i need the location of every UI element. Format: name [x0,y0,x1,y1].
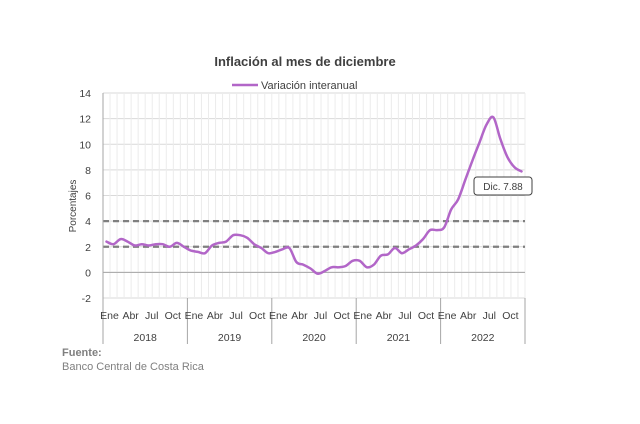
x-tick-label: Oct [249,310,265,322]
x-tick-label: Jul [145,310,158,322]
x-tick-label: Ene [269,310,288,322]
y-tick-label: 4 [85,216,91,228]
y-tick-label: 8 [85,165,91,177]
y-tick-labels: -2 0 2 4 6 8 10 12 14 [79,88,91,305]
y-tick-label: -2 [82,293,91,305]
x-tick-label: Jul [314,310,327,322]
x-tick-labels: Ene Abr Jul Oct Ene Abr Jul Oct Ene Abr Jul Oct Ene A… [100,310,518,322]
x-tick-label: Oct [165,310,181,322]
legend: Variación interanual [232,80,357,92]
year-labels: 2018 2019 2020 2021 2022 [134,332,495,344]
x-tick-label: Abr [122,310,139,322]
source-text: Banco Central de Costa Rica [62,361,204,373]
source-label: Fuente: [62,347,102,359]
x-tick-label: Abr [376,310,393,322]
source-note: Fuente: Banco Central de Costa Rica [62,347,204,373]
y-tick-label: 10 [79,139,91,151]
x-tick-label: Abr [207,310,224,322]
x-tick-label: Jul [398,310,411,322]
x-tick-label: Oct [333,310,349,322]
y-tick-label: 0 [85,267,91,279]
x-tick-label: Oct [502,310,518,322]
x-tick-label: Abr [460,310,477,322]
y-axis-label: Porcentajes [68,180,79,233]
gridlines [102,92,526,299]
annotation-box [473,176,533,196]
x-tick-label: Ene [438,310,457,322]
year-label: 2018 [134,332,158,344]
y-tick-label: 6 [85,191,91,203]
legend-label: Variación interanual [261,80,357,92]
x-tick-label: Jul [483,310,496,322]
series-line-variacion-interanual [105,115,523,275]
x-tick-label: Ene [185,310,204,322]
year-label: 2019 [218,332,242,344]
annotation-text: Dic. 7.88 [483,182,523,193]
year-label: 2022 [471,332,495,344]
annotation-callout: Dic. 7.88 [473,176,533,196]
year-label: 2021 [387,332,411,344]
x-tick-label: Ene [100,310,119,322]
year-label: 2020 [302,332,326,344]
y-tick-label: 14 [79,88,91,100]
x-tick-label: Oct [418,310,434,322]
x-tick-label: Jul [229,310,242,322]
reference-lines [103,220,525,248]
chart-title: Inflación al mes de diciembre [214,54,395,69]
y-tick-label: 2 [85,242,91,254]
x-tick-label: Ene [353,310,372,322]
x-tick-label: Abr [291,310,308,322]
y-tick-label: 12 [79,114,91,126]
